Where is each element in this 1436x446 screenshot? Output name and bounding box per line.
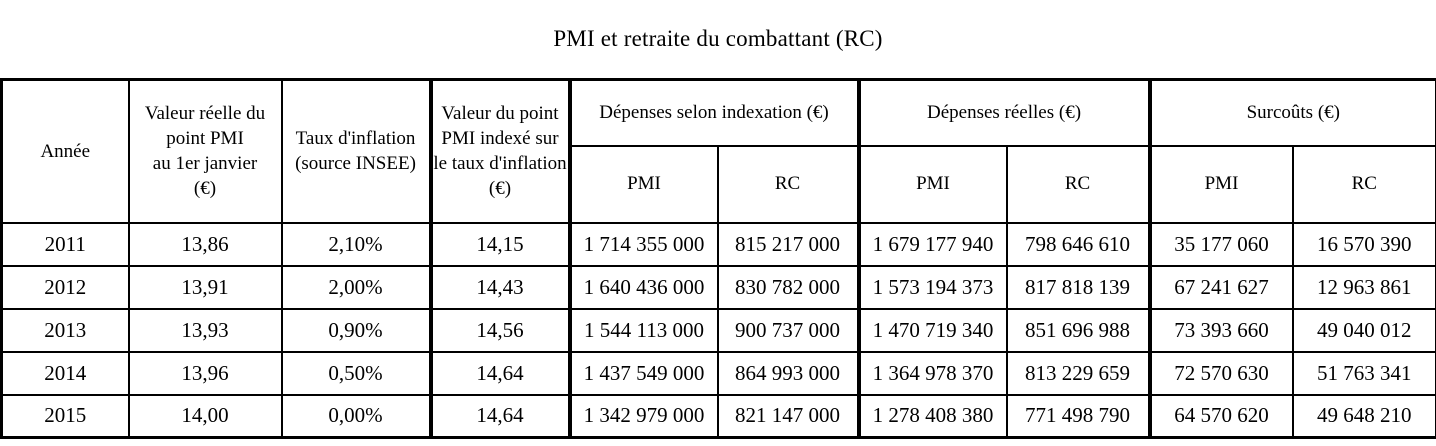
surcouts-pmi-cell: 73 393 660 bbox=[1147, 307, 1294, 353]
header-row-groups: Année Valeur réelle du point PMI au 1er … bbox=[0, 78, 1436, 224]
indexed-point-cell: 14,56 bbox=[428, 307, 571, 353]
sub-header-reelles-pmi: PMI bbox=[856, 144, 1008, 224]
col-header-annee: Année bbox=[0, 78, 130, 224]
point-value-cell: 13,93 bbox=[127, 307, 283, 353]
surcouts-pmi-cell: 67 241 627 bbox=[1147, 264, 1294, 310]
indexed-point-cell: 14,15 bbox=[428, 221, 571, 267]
table-row-2011: 2011 13,86 2,10% 14,15 1 714 355 000 815… bbox=[0, 221, 1436, 267]
depenses-reelles-pmi-cell: 1 679 177 940 bbox=[856, 221, 1008, 267]
depenses-indexation-rc-cell: 821 147 000 bbox=[716, 393, 860, 439]
year-cell: 2011 bbox=[0, 221, 130, 267]
table-row-2012: 2012 13,91 2,00% 14,43 1 640 436 000 830… bbox=[0, 264, 1436, 310]
year-cell: 2013 bbox=[0, 307, 130, 353]
inflation-cell: 0,50% bbox=[280, 350, 432, 396]
inflation-cell: 2,00% bbox=[280, 264, 432, 310]
depenses-indexation-rc-cell: 815 217 000 bbox=[716, 221, 860, 267]
sub-header-surcouts-rc: RC bbox=[1291, 144, 1436, 224]
page-title: PMI et retraite du combattant (RC) bbox=[553, 26, 883, 51]
surcouts-pmi-cell: 35 177 060 bbox=[1147, 221, 1294, 267]
indexed-point-cell: 14,64 bbox=[428, 350, 571, 396]
year-cell: 2014 bbox=[0, 350, 130, 396]
year-cell: 2015 bbox=[0, 393, 130, 439]
surcouts-rc-cell: 49 648 210 bbox=[1291, 393, 1436, 439]
header-row-sub: PMI RC PMI RC PMI RC bbox=[2, 144, 1436, 224]
depenses-reelles-rc-cell: 813 229 659 bbox=[1005, 350, 1151, 396]
col-header-valeur-reelle: Valeur réelle du point PMI au 1er janvie… bbox=[127, 78, 283, 224]
table-header: Année Valeur réelle du point PMI au 1er … bbox=[0, 78, 1436, 224]
sub-header-indexation-pmi: PMI bbox=[567, 144, 719, 224]
point-value-cell: 13,96 bbox=[127, 350, 283, 396]
depenses-reelles-rc-cell: 798 646 610 bbox=[1005, 221, 1151, 267]
depenses-reelles-rc-cell: 817 818 139 bbox=[1005, 264, 1151, 310]
depenses-reelles-rc-cell: 851 696 988 bbox=[1005, 307, 1151, 353]
group-header-depenses-indexation: Dépenses selon indexation (€) bbox=[567, 78, 860, 147]
depenses-reelles-pmi-cell: 1 278 408 380 bbox=[856, 393, 1008, 439]
depenses-indexation-pmi-cell: 1 437 549 000 bbox=[567, 350, 719, 396]
inflation-cell: 2,10% bbox=[280, 221, 432, 267]
surcouts-rc-cell: 51 763 341 bbox=[1291, 350, 1436, 396]
table-body: 2011 13,86 2,10% 14,15 1 714 355 000 815… bbox=[0, 221, 1436, 439]
depenses-reelles-rc-cell: 771 498 790 bbox=[1005, 393, 1151, 439]
depenses-indexation-rc-cell: 830 782 000 bbox=[716, 264, 860, 310]
depenses-indexation-pmi-cell: 1 544 113 000 bbox=[567, 307, 719, 353]
point-value-cell: 13,86 bbox=[127, 221, 283, 267]
col-header-valeur-indexee: Valeur du point PMI indexé sur le taux d… bbox=[428, 78, 571, 224]
surcouts-rc-cell: 16 570 390 bbox=[1291, 221, 1436, 267]
depenses-reelles-pmi-cell: 1 573 194 373 bbox=[856, 264, 1008, 310]
point-value-cell: 14,00 bbox=[127, 393, 283, 439]
depenses-indexation-pmi-cell: 1 342 979 000 bbox=[567, 393, 719, 439]
indexed-point-cell: 14,43 bbox=[428, 264, 571, 310]
point-value-cell: 13,91 bbox=[127, 264, 283, 310]
depenses-reelles-pmi-cell: 1 364 978 370 bbox=[856, 350, 1008, 396]
year-cell: 2012 bbox=[0, 264, 130, 310]
surcouts-pmi-cell: 72 570 630 bbox=[1147, 350, 1294, 396]
indexed-point-cell: 14,64 bbox=[428, 393, 571, 439]
sub-header-indexation-rc: RC bbox=[716, 144, 860, 224]
surcouts-rc-cell: 49 040 012 bbox=[1291, 307, 1436, 353]
surcouts-rc-cell: 12 963 861 bbox=[1291, 264, 1436, 310]
inflation-cell: 0,90% bbox=[280, 307, 432, 353]
depenses-reelles-pmi-cell: 1 470 719 340 bbox=[856, 307, 1008, 353]
sub-header-reelles-rc: RC bbox=[1005, 144, 1151, 224]
pmi-rc-table: Année Valeur réelle du point PMI au 1er … bbox=[0, 78, 1436, 439]
table-row-2013: 2013 13,93 0,90% 14,56 1 544 113 000 900… bbox=[0, 307, 1436, 353]
table-row-2014: 2014 13,96 0,50% 14,64 1 437 549 000 864… bbox=[0, 350, 1436, 396]
group-header-depenses-reelles: Dépenses réelles (€) bbox=[856, 78, 1151, 147]
depenses-indexation-pmi-cell: 1 714 355 000 bbox=[567, 221, 719, 267]
depenses-indexation-rc-cell: 864 993 000 bbox=[716, 350, 860, 396]
depenses-indexation-pmi-cell: 1 640 436 000 bbox=[567, 264, 719, 310]
group-header-surcouts: Surcoûts (€) bbox=[1147, 78, 1436, 147]
inflation-cell: 0,00% bbox=[280, 393, 432, 439]
table-row-2015: 2015 14,00 0,00% 14,64 1 342 979 000 821… bbox=[0, 393, 1436, 439]
sub-header-surcouts-pmi: PMI bbox=[1147, 144, 1294, 224]
surcouts-pmi-cell: 64 570 620 bbox=[1147, 393, 1294, 439]
col-header-taux-inflation: Taux d'inflation (source INSEE) bbox=[280, 78, 432, 224]
depenses-indexation-rc-cell: 900 737 000 bbox=[716, 307, 860, 353]
